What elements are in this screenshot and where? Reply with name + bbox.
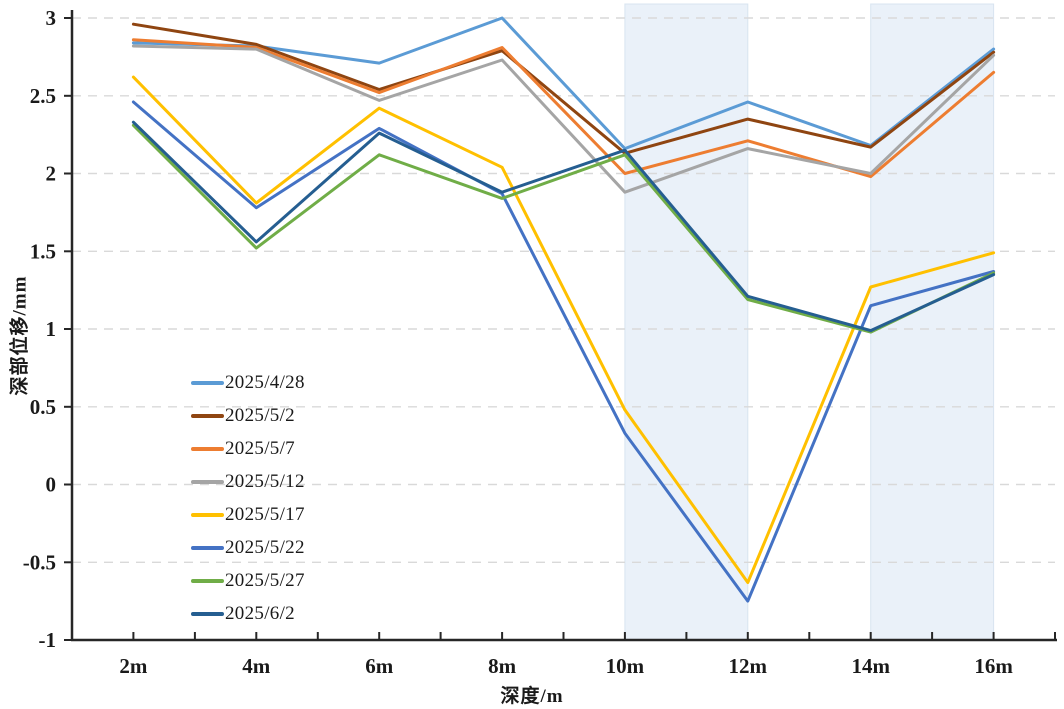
- legend-item: 2025/5/12: [191, 465, 305, 498]
- legend-swatch: [191, 545, 224, 550]
- series-line-2025-5-17: [131, 75, 996, 584]
- y-tick-label: 0: [46, 473, 57, 497]
- series-line-2025-5-7: [131, 38, 996, 179]
- y-tick-label: 2.5: [30, 84, 56, 108]
- legend-label: 2025/6/2: [225, 602, 295, 624]
- legend-item: 2025/6/2: [191, 597, 305, 630]
- series-line-2025-4-28: [131, 16, 996, 151]
- legend-label: 2025/5/7: [225, 437, 295, 459]
- legend-item: 2025/4/28: [191, 366, 305, 399]
- series-line-2025-5-2: [131, 22, 996, 155]
- x-tick-label: 2m: [119, 654, 148, 678]
- y-tick-label: 1: [46, 317, 57, 341]
- y-tick-label: 1.5: [30, 239, 56, 263]
- legend-item: 2025/5/17: [191, 498, 305, 531]
- y-tick-label: 3: [46, 6, 57, 30]
- legend-label: 2025/5/27: [225, 569, 305, 591]
- series-line-2025-5-27: [131, 123, 996, 334]
- legend-item: 2025/5/27: [191, 564, 305, 597]
- x-tick-label: 6m: [365, 654, 394, 678]
- legend-swatch: [191, 479, 224, 484]
- y-tick-label: -0.5: [23, 550, 56, 574]
- legend-label: 2025/5/17: [225, 503, 305, 525]
- legend-swatch: [191, 446, 224, 451]
- legend-item: 2025/5/2: [191, 399, 305, 432]
- legend-label: 2025/5/12: [225, 470, 305, 492]
- legend-swatch: [191, 578, 224, 583]
- y-tick-label: 0.5: [30, 395, 56, 419]
- x-tick-label: 12m: [729, 654, 768, 678]
- series-line-2025-5-12: [131, 44, 996, 194]
- x-tick-label: 8m: [488, 654, 517, 678]
- y-tick-label: -1: [39, 628, 57, 652]
- legend-label: 2025/5/2: [225, 404, 295, 426]
- x-tick-label: 14m: [851, 654, 890, 678]
- x-tick-label: 10m: [606, 654, 645, 678]
- x-axis-title: 深度/m: [500, 686, 564, 707]
- y-axis-title: 深部位移/mm: [9, 275, 31, 396]
- legend-swatch: [191, 512, 224, 517]
- series-line-2025-5-22: [131, 100, 996, 603]
- legend-swatch: [191, 611, 224, 616]
- series-line-2025-6-2: [131, 120, 996, 333]
- legend-swatch: [191, 380, 224, 385]
- legend-swatch: [191, 413, 224, 418]
- legend-item: 2025/5/22: [191, 531, 305, 564]
- y-tick-label: 2: [46, 162, 57, 186]
- legend-label: 2025/5/22: [225, 536, 305, 558]
- highlight-band: [624, 3, 749, 641]
- legend-item: 2025/5/7: [191, 432, 305, 465]
- x-tick-label: 16m: [974, 654, 1013, 678]
- chart-legend: 2025/4/28 2025/5/2 2025/5/7 2025/5/12 2025/5…: [191, 366, 305, 630]
- x-tick-label: 4m: [242, 654, 271, 678]
- legend-label: 2025/4/28: [225, 371, 305, 393]
